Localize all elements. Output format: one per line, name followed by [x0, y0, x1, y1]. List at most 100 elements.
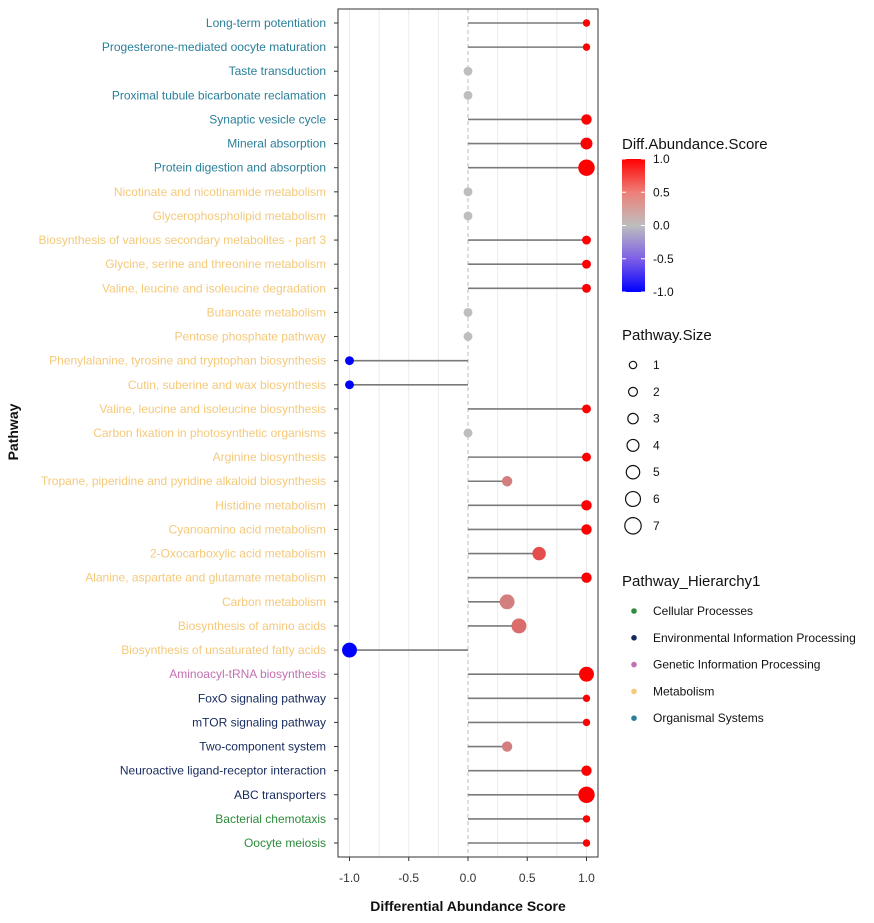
- point-mineral-absorption: [580, 137, 593, 150]
- hierarchy-legend-label-cellular-processes: Cellular Processes: [653, 604, 753, 618]
- hierarchy-legend-label-metabolism: Metabolism: [653, 684, 714, 698]
- y-tick-label-progesterone-mediated-oocyte-maturation: Progesterone-mediated oocyte maturation: [102, 40, 326, 54]
- plot-area: [337, 8, 599, 858]
- color-bar-label-1-0: -1.0: [653, 285, 674, 299]
- point-tropane-piperidine-and-pyridine-alkaloid-biosynthesis: [501, 476, 513, 487]
- y-tick-label-synaptic-vesicle-cycle: Synaptic vesicle cycle: [209, 112, 326, 126]
- point-valine-leucine-and-isoleucine-degradation: [582, 283, 591, 293]
- x-axis-tick-labels: -1.0 -0.5 0.0 0.5 1.0: [339, 857, 595, 885]
- size-legend-label-2: 2: [653, 385, 660, 399]
- point-long-term-potentiation: [582, 19, 591, 27]
- point-bacterial-chemotaxis: [582, 815, 591, 823]
- point-foxo-signaling-pathway: [582, 694, 591, 703]
- size-legend-label-5: 5: [653, 465, 660, 479]
- y-tick-label-abc-transporters: ABC transporters: [234, 788, 326, 802]
- point-2-oxocarboxylic-acid-metabolism: [532, 546, 546, 561]
- y-tick-label-alanine-aspartate-and-glutamate-metabolism: Alanine, aspartate and glutamate metabol…: [85, 571, 326, 585]
- y-tick-label-proximal-tubule-bicarbonate-reclamation: Proximal tubule bicarbonate reclamation: [112, 88, 326, 102]
- y-tick-label-bacterial-chemotaxis: Bacterial chemotaxis: [215, 812, 326, 826]
- x-tick-label-0-5: -0.5: [398, 871, 419, 885]
- point-synaptic-vesicle-cycle: [581, 114, 592, 125]
- point-taste-transduction: [463, 66, 473, 76]
- point-aminoacyl-trna-biosynthesis: [579, 666, 594, 682]
- y-tick-label-long-term-potentiation: Long-term potentiation: [206, 16, 326, 30]
- color-bar-label-0-5: 0.5: [653, 185, 670, 199]
- y-tick-label-butanoate-metabolism: Butanoate metabolism: [207, 305, 326, 319]
- size-legend-label-1: 1: [653, 358, 660, 372]
- y-tick-label-mtor-signaling-pathway: mTOR signaling pathway: [192, 715, 326, 729]
- point-biosynthesis-of-amino-acids: [511, 618, 527, 634]
- point-cutin-suberine-and-wax-biosynthesis: [345, 380, 354, 390]
- point-nicotinate-and-nicotinamide-metabolism: [463, 187, 473, 197]
- point-proximal-tubule-bicarbonate-reclamation: [463, 90, 473, 100]
- point-biosynthesis-of-various-secondary-metabolites-part-3: [582, 235, 591, 245]
- x-tick-label-1-0: 1.0: [578, 871, 595, 885]
- size-legend-key-7: [624, 516, 642, 535]
- hierarchy-legend-label-organismal-systems: Organismal Systems: [653, 711, 764, 725]
- point-arginine-biosynthesis: [582, 452, 591, 462]
- point-alanine-aspartate-and-glutamate-metabolism: [581, 572, 592, 583]
- x-tick-label-0-0: 0.0: [460, 871, 477, 885]
- y-tick-label-oocyte-meiosis: Oocyte meiosis: [244, 836, 326, 850]
- y-tick-label-two-component-system: Two-component system: [199, 740, 326, 754]
- y-tick-label-taste-transduction: Taste transduction: [229, 64, 326, 78]
- y-tick-label-nicotinate-and-nicotinamide-metabolism: Nicotinate and nicotinamide metabolism: [114, 185, 326, 199]
- point-valine-leucine-and-isoleucine-biosynthesis: [582, 404, 591, 414]
- size-legend-key-6: [624, 490, 642, 508]
- point-carbon-metabolism: [499, 594, 515, 610]
- point-mtor-signaling-pathway: [582, 718, 591, 727]
- y-tick-label-foxo-signaling-pathway: FoxO signaling pathway: [198, 691, 326, 705]
- size-legend-key-3: [627, 412, 639, 425]
- y-tick-label-aminoacyl-trna-biosynthesis: Aminoacyl-tRNA biosynthesis: [169, 667, 326, 681]
- y-tick-label-neuroactive-ligand-receptor-interaction: Neuroactive ligand-receptor interaction: [120, 764, 326, 778]
- y-tick-label-biosynthesis-of-unsaturated-fatty-acids: Biosynthesis of unsaturated fatty acids: [121, 643, 326, 657]
- point-butanoate-metabolism: [463, 307, 473, 317]
- y-tick-label-cyanoamino-acid-metabolism: Cyanoamino acid metabolism: [169, 522, 326, 536]
- point-glycerophospholipid-metabolism: [463, 211, 473, 221]
- hierarchy-legend-key-cellular-processes: [631, 608, 637, 614]
- point-pentose-phosphate-pathway: [463, 332, 473, 341]
- hierarchy-legend-label-genetic-information-processing: Genetic Information Processing: [653, 658, 820, 672]
- y-tick-label-tropane-piperidine-and-pyridine-alkaloid-biosynthesis: Tropane, piperidine and pyridine alkaloi…: [41, 474, 326, 488]
- hierarchy-legend-title: Pathway_Hierarchy1: [622, 573, 760, 590]
- y-tick-label-valine-leucine-and-isoleucine-degradation: Valine, leucine and isoleucine degradati…: [102, 281, 326, 295]
- size-legend-label-4: 4: [653, 438, 660, 452]
- size-legend-label-7: 7: [653, 519, 660, 533]
- y-tick-label-glycine-serine-and-threonine-metabolism: Glycine, serine and threonine metabolism: [105, 257, 326, 271]
- hierarchy-legend-key-environmental-information-processing: [631, 635, 637, 641]
- y-tick-label-phenylalanine-tyrosine-and-tryptophan-biosynthesis: Phenylalanine, tyrosine and tryptophan b…: [49, 354, 326, 368]
- size-legend-key-4: [626, 438, 640, 452]
- point-abc-transporters: [578, 786, 595, 803]
- size-legend-label-3: 3: [653, 412, 660, 426]
- size-legend-key-1: [628, 360, 638, 370]
- point-phenylalanine-tyrosine-and-tryptophan-biosynthesis: [345, 356, 354, 366]
- color-bar: [622, 159, 645, 292]
- y-tick-label-protein-digestion-and-absorption: Protein digestion and absorption: [154, 161, 326, 175]
- size-legend-title: Pathway.Size: [622, 327, 712, 344]
- y-tick-label-carbon-fixation-in-photosynthetic-organisms: Carbon fixation in photosynthetic organi…: [93, 426, 326, 440]
- hierarchy-legend-key-genetic-information-processing: [631, 661, 637, 668]
- size-legend-label-6: 6: [653, 492, 660, 506]
- point-glycine-serine-and-threonine-metabolism: [582, 259, 591, 269]
- point-cyanoamino-acid-metabolism: [581, 524, 592, 535]
- size-legend-key-2: [627, 386, 639, 397]
- point-oocyte-meiosis: [582, 839, 591, 847]
- color-legend-title: Diff.Abundance.Score: [622, 136, 768, 153]
- point-histidine-metabolism: [581, 500, 592, 511]
- x-tick-label-0-5: 0.5: [519, 871, 536, 885]
- hierarchy-legend-label-environmental-information-processing: Environmental Information Processing: [653, 631, 856, 645]
- point-two-component-system: [501, 741, 513, 752]
- y-axis-title: Pathway: [5, 403, 21, 460]
- y-tick-label-glycerophospholipid-metabolism: Glycerophospholipid metabolism: [153, 209, 326, 223]
- hierarchy-legend-key-organismal-systems: [631, 715, 637, 721]
- point-protein-digestion-and-absorption: [578, 159, 595, 176]
- y-tick-label-mineral-absorption: Mineral absorption: [227, 137, 326, 151]
- y-tick-label-pentose-phosphate-pathway: Pentose phosphate pathway: [175, 330, 326, 344]
- color-bar-label-0-0: 0.0: [653, 219, 670, 233]
- color-bar-label-1-0: 1.0: [653, 152, 670, 166]
- y-axis-tick-labels: Long-term potentiation Progesterone-media…: [39, 16, 338, 850]
- y-tick-label-2-oxocarboxylic-acid-metabolism: 2-Oxocarboxylic acid metabolism: [150, 547, 326, 561]
- y-tick-label-cutin-suberine-and-wax-biosynthesis: Cutin, suberine and wax biosynthesis: [128, 378, 326, 392]
